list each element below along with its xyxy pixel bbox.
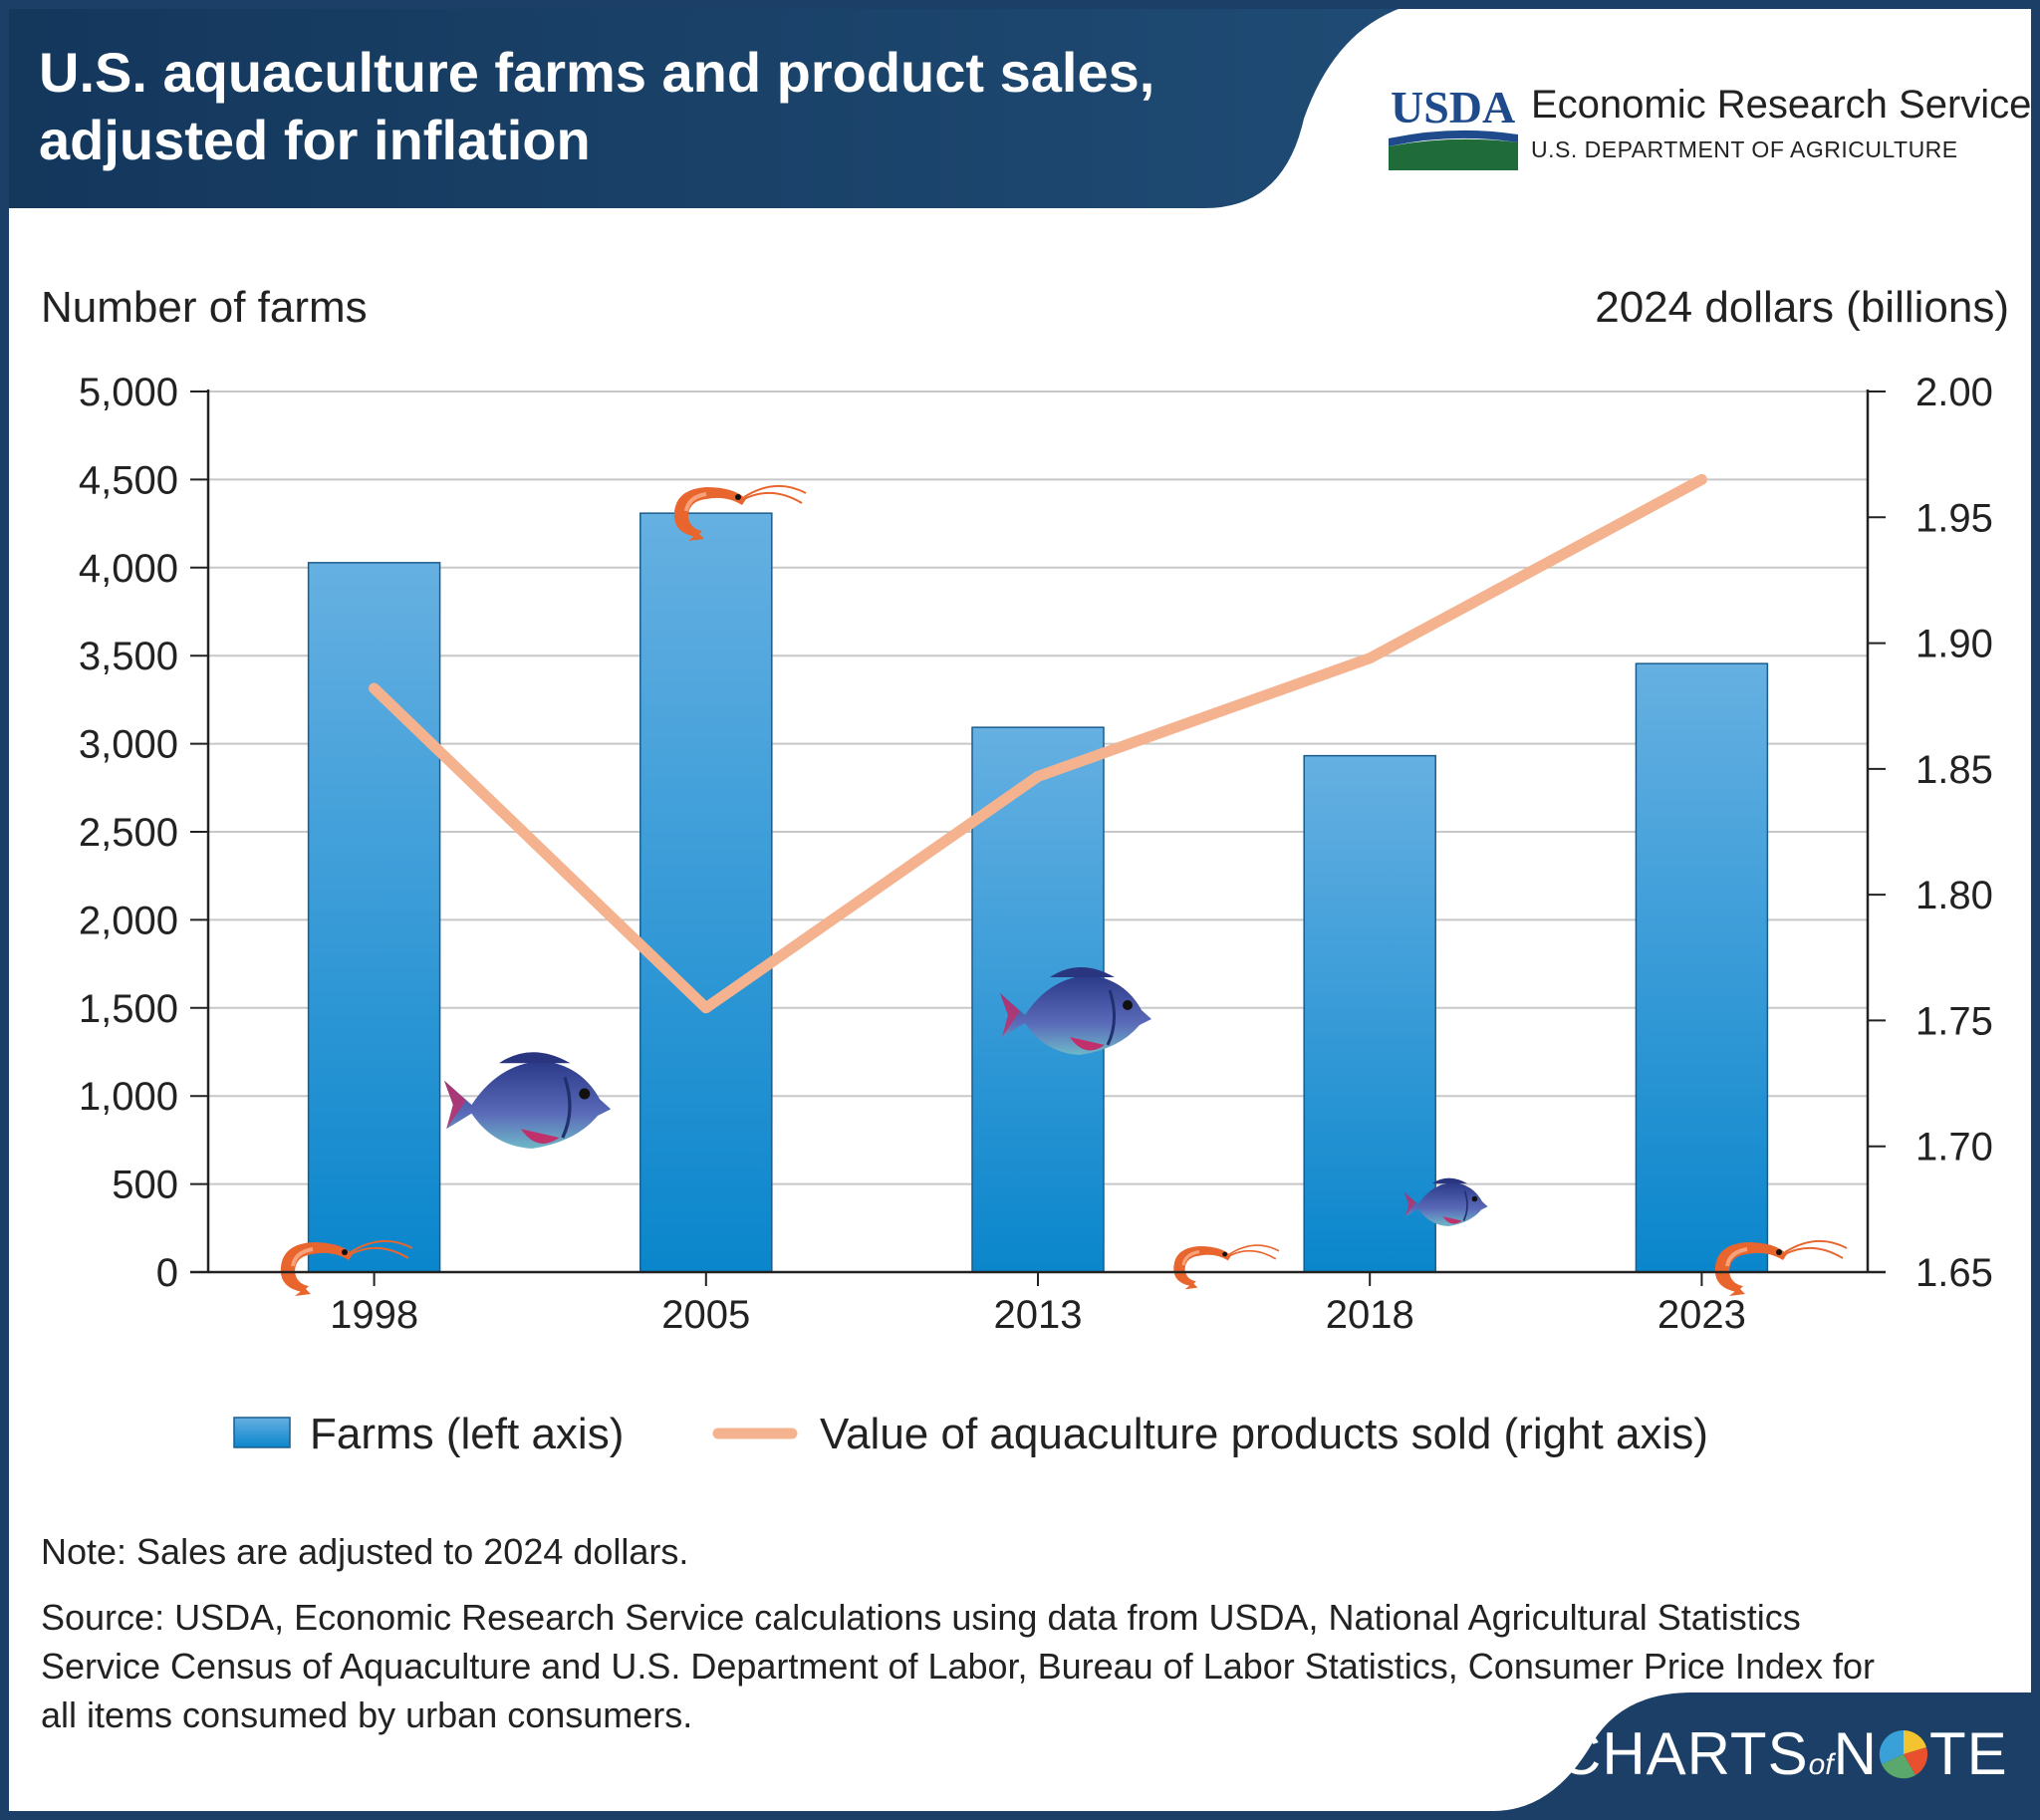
y-tick-label: 5,000 bbox=[79, 371, 178, 414]
legend-label-farms: Farms (left axis) bbox=[310, 1410, 624, 1458]
pie-chart-icon bbox=[1879, 1729, 1928, 1779]
y2-tick-label: 1.85 bbox=[1915, 748, 1993, 792]
y2-axis-title: 2024 dollars (billions) bbox=[1595, 283, 2009, 332]
y2-tick-label: 1.75 bbox=[1915, 999, 1993, 1043]
department-name: U.S. DEPARTMENT OF AGRICULTURE bbox=[1531, 136, 1958, 162]
legend-label-sales: Value of aquaculture products sold (righ… bbox=[820, 1410, 1708, 1458]
y-tick-label: 3,000 bbox=[79, 723, 178, 767]
line-series bbox=[369, 473, 1707, 1014]
y-tick-label: 1,000 bbox=[79, 1075, 178, 1119]
fish-icon bbox=[442, 1050, 613, 1151]
y-tick-label: 2,500 bbox=[79, 811, 178, 855]
svg-text:USDA: USDA bbox=[1391, 82, 1515, 132]
y2-tick-label: 1.80 bbox=[1915, 874, 1993, 917]
x-tick-label: 1998 bbox=[330, 1293, 418, 1337]
agency-name: Economic Research Service bbox=[1531, 83, 2031, 127]
y2-tick-label: 2.00 bbox=[1915, 371, 1993, 414]
x-tick-label: 2005 bbox=[661, 1293, 750, 1337]
footer-banner bbox=[1493, 1692, 2031, 1811]
charts-of-note-logo: CHARTSofN TE bbox=[1558, 1720, 2008, 1787]
y-tick-label: 500 bbox=[112, 1164, 178, 1207]
chart-frame: U.S. aquaculture farms and product sales… bbox=[9, 9, 2031, 1811]
usda-logo: USDA bbox=[1389, 82, 1518, 170]
y2-tick-label: 1.90 bbox=[1915, 623, 1993, 666]
y-axis-title: Number of farms bbox=[41, 283, 368, 332]
bar-2005 bbox=[639, 512, 773, 1273]
bar-series bbox=[307, 512, 1769, 1273]
y2-tick-label: 1.95 bbox=[1915, 496, 1993, 540]
y2-tick-label: 1.65 bbox=[1915, 1251, 1993, 1295]
bar-2018 bbox=[1303, 754, 1436, 1273]
tick-labels: 0 500 1,000 1,500 2,000 2,500 3,000 3,500 4,000 4… bbox=[79, 371, 1993, 1337]
chart-source: Source: USDA, Economic Research Service … bbox=[41, 1597, 1875, 1735]
bar-2023 bbox=[1635, 662, 1769, 1273]
x-tick-label: 2018 bbox=[1326, 1293, 1414, 1337]
y-tick-label: 4,000 bbox=[79, 547, 178, 591]
legend: Farms (left axis) Value of aquaculture p… bbox=[233, 1410, 1708, 1458]
y-tick-label: 1,500 bbox=[79, 987, 178, 1031]
chart-note: Note: Sales are adjusted to 2024 dollars… bbox=[41, 1531, 689, 1572]
x-tick-label: 2013 bbox=[994, 1293, 1083, 1337]
axes bbox=[190, 390, 1886, 1286]
bar-1998 bbox=[307, 562, 441, 1273]
chart-area: 0 500 1,000 1,500 2,000 2,500 3,000 3,500 4,000 4… bbox=[41, 283, 2009, 1458]
shrimp-icon bbox=[1171, 1243, 1281, 1291]
y-tick-label: 4,500 bbox=[79, 458, 178, 502]
legend-swatch-farms bbox=[233, 1417, 291, 1448]
x-tick-label: 2023 bbox=[1658, 1293, 1746, 1337]
y2-tick-label: 1.70 bbox=[1915, 1126, 1993, 1170]
y-tick-label: 3,500 bbox=[79, 635, 178, 678]
y-tick-label: 2,000 bbox=[79, 899, 178, 942]
sales-line bbox=[369, 473, 1707, 1014]
y-tick-label: 0 bbox=[156, 1251, 178, 1295]
header-banner bbox=[9, 9, 1399, 208]
chart-title: U.S. aquaculture farms and product sales… bbox=[39, 41, 1155, 171]
